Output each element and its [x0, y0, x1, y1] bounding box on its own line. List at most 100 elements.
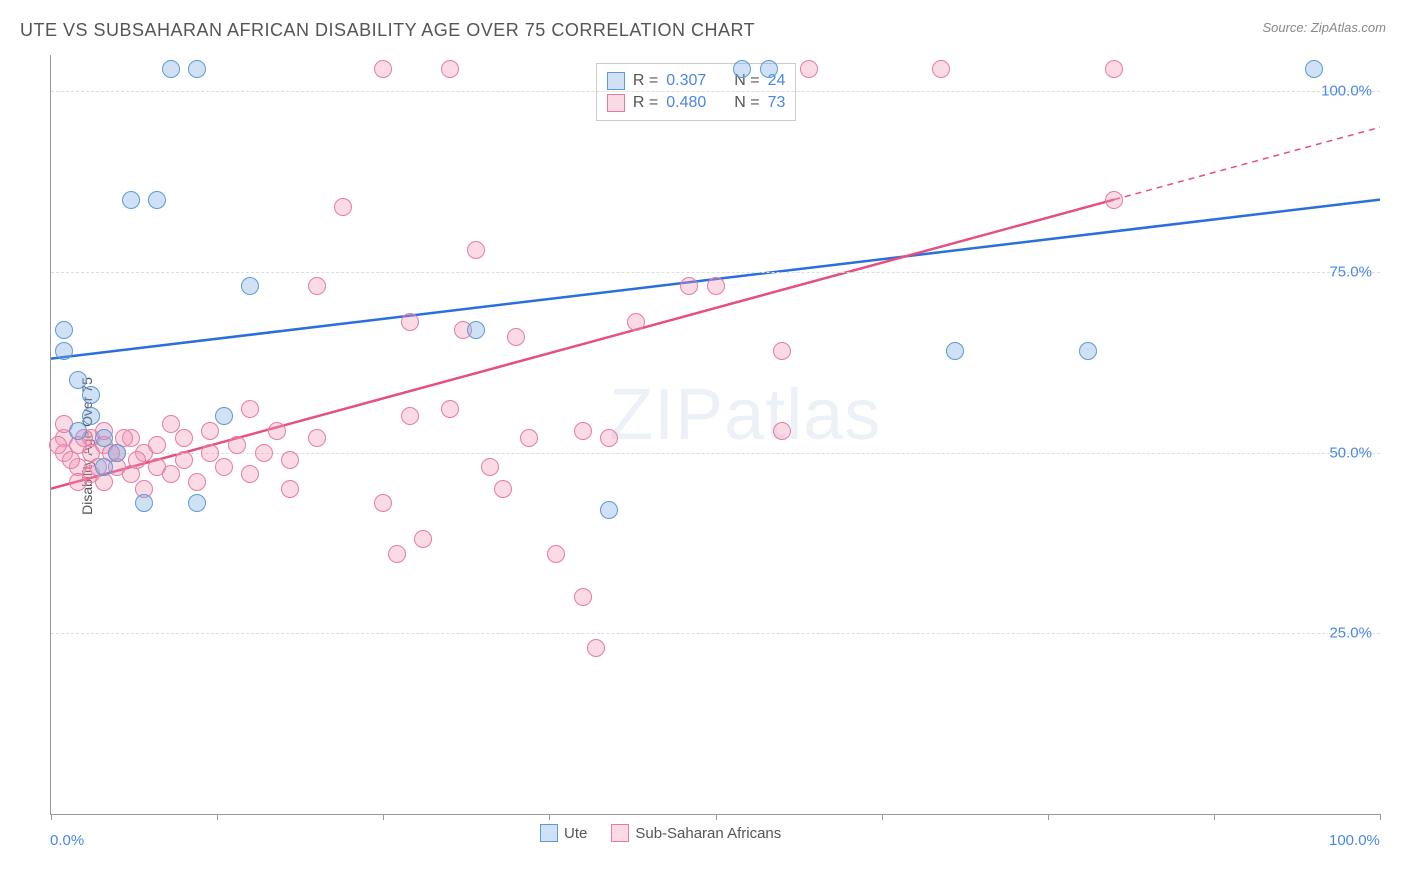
data-point — [388, 545, 406, 563]
data-point — [215, 458, 233, 476]
data-point — [82, 386, 100, 404]
data-point — [574, 422, 592, 440]
data-point — [494, 480, 512, 498]
data-point — [441, 60, 459, 78]
data-point — [932, 60, 950, 78]
data-point — [82, 407, 100, 425]
stats-row: R = 0.480N = 73 — [607, 92, 786, 114]
x-tick — [383, 814, 384, 820]
data-point — [215, 407, 233, 425]
data-point — [1105, 191, 1123, 209]
data-point — [201, 422, 219, 440]
source-value: ZipAtlas.com — [1311, 20, 1386, 35]
data-point — [760, 60, 778, 78]
data-point — [520, 429, 538, 447]
data-point — [148, 436, 166, 454]
stats-row: R = 0.307N = 24 — [607, 70, 786, 92]
data-point — [600, 429, 618, 447]
data-point — [255, 444, 273, 462]
data-point — [627, 313, 645, 331]
series-legend: Ute Sub-Saharan Africans — [540, 824, 781, 842]
r-label: R = — [633, 94, 658, 112]
x-tick — [1380, 814, 1381, 820]
x-tick — [51, 814, 52, 820]
data-point — [773, 422, 791, 440]
data-point — [69, 371, 87, 389]
x-tick-label: 100.0% — [1329, 832, 1380, 849]
data-point — [773, 342, 791, 360]
data-point — [800, 60, 818, 78]
data-point — [441, 400, 459, 418]
legend-item: Ute — [540, 824, 587, 842]
watermark-bold: ZIP — [609, 375, 724, 455]
data-point — [188, 473, 206, 491]
y-tick-label: 50.0% — [1329, 444, 1372, 461]
gridline — [51, 453, 1380, 454]
data-point — [946, 342, 964, 360]
data-point — [334, 198, 352, 216]
source-prefix: Source: — [1262, 20, 1310, 35]
legend-swatch — [540, 824, 558, 842]
data-point — [241, 277, 259, 295]
watermark: ZIPatlas — [609, 374, 881, 456]
source-attribution: Source: ZipAtlas.com — [1262, 20, 1386, 35]
y-tick-label: 25.0% — [1329, 625, 1372, 642]
data-point — [162, 415, 180, 433]
data-point — [574, 588, 592, 606]
data-point — [547, 545, 565, 563]
legend-label: Ute — [564, 825, 587, 842]
x-tick-label: 0.0% — [50, 832, 84, 849]
data-point — [188, 494, 206, 512]
data-point — [162, 60, 180, 78]
data-point — [1305, 60, 1323, 78]
data-point — [55, 342, 73, 360]
data-point — [467, 241, 485, 259]
data-point — [228, 436, 246, 454]
data-point — [281, 480, 299, 498]
data-point — [587, 639, 605, 657]
r-label: R = — [633, 72, 658, 90]
data-point — [374, 60, 392, 78]
data-point — [55, 321, 73, 339]
x-tick — [549, 814, 550, 820]
x-tick — [1214, 814, 1215, 820]
legend-item: Sub-Saharan Africans — [611, 824, 781, 842]
data-point — [62, 451, 80, 469]
scatter-chart: ZIPatlas R = 0.307N = 24R = 0.480N = 73 … — [50, 55, 1380, 815]
data-point — [69, 473, 87, 491]
data-point — [414, 530, 432, 548]
data-point — [1105, 60, 1123, 78]
data-point — [680, 277, 698, 295]
x-tick — [217, 814, 218, 820]
data-point — [281, 451, 299, 469]
y-tick-label: 75.0% — [1329, 263, 1372, 280]
data-point — [175, 429, 193, 447]
data-point — [128, 451, 146, 469]
data-point — [308, 429, 326, 447]
data-point — [374, 494, 392, 512]
legend-swatch — [611, 824, 629, 842]
watermark-light: atlas — [724, 375, 881, 455]
data-point — [95, 458, 113, 476]
trend-line — [1114, 127, 1380, 199]
data-point — [201, 444, 219, 462]
data-point — [481, 458, 499, 476]
data-point — [1079, 342, 1097, 360]
data-point — [707, 277, 725, 295]
gridline — [51, 633, 1380, 634]
data-point — [241, 400, 259, 418]
n-label: N = — [734, 94, 759, 112]
data-point — [401, 313, 419, 331]
gridline — [51, 91, 1380, 92]
r-value: 0.307 — [666, 72, 706, 90]
x-tick — [1048, 814, 1049, 820]
data-point — [733, 60, 751, 78]
chart-header: UTE VS SUBSAHARAN AFRICAN DISABILITY AGE… — [20, 20, 1386, 41]
data-point — [122, 191, 140, 209]
y-tick-label: 100.0% — [1321, 83, 1372, 100]
trend-lines-layer — [51, 55, 1380, 814]
data-point — [241, 465, 259, 483]
data-point — [162, 465, 180, 483]
data-point — [175, 451, 193, 469]
data-point — [69, 422, 87, 440]
